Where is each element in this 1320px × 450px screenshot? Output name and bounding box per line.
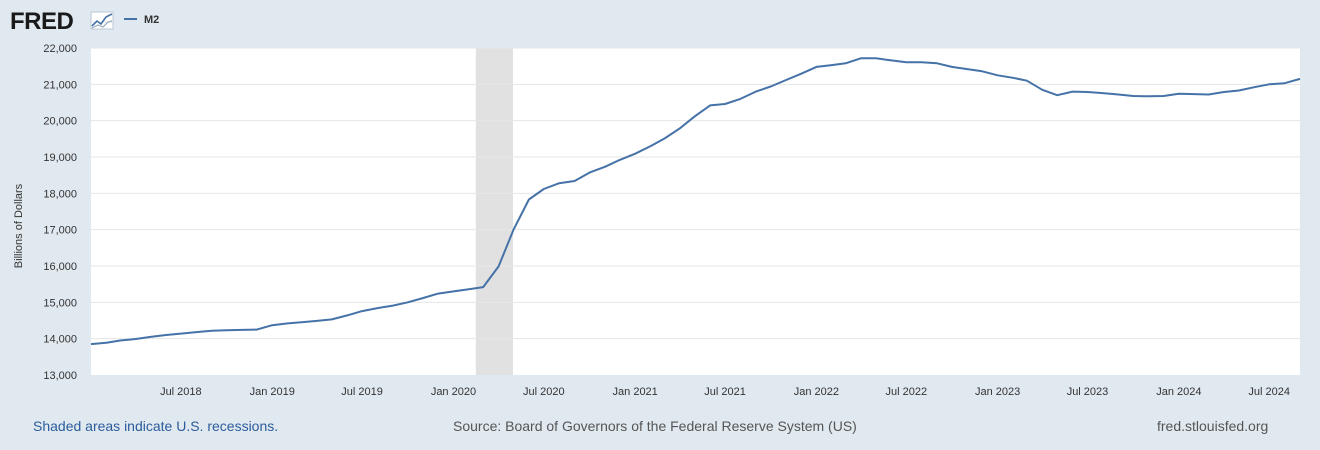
y-tick-label: 19,000 bbox=[43, 152, 77, 164]
legend-label: M2 bbox=[144, 14, 159, 26]
x-tick-label: Jan 2022 bbox=[794, 386, 839, 398]
chart-logo-icon bbox=[90, 11, 114, 30]
y-axis-title: Billions of Dollars bbox=[13, 183, 25, 268]
series-layer bbox=[90, 57, 1301, 346]
x-tick-label: Jan 2023 bbox=[975, 386, 1020, 398]
x-tick-label: Jan 2019 bbox=[250, 386, 295, 398]
x-tick-label: Jan 2024 bbox=[1156, 386, 1201, 398]
series-line-m2[interactable] bbox=[90, 57, 1301, 346]
x-tick-label: Jan 2020 bbox=[431, 386, 476, 398]
source-text: Source: Board of Governors of the Federa… bbox=[453, 418, 857, 434]
y-tick-label: 17,000 bbox=[43, 225, 77, 237]
x-tick-label: Jul 2019 bbox=[341, 386, 383, 398]
y-tick-label: 16,000 bbox=[43, 261, 77, 273]
y-tick-label: 20,000 bbox=[43, 116, 77, 128]
gridlines bbox=[91, 47, 1300, 340]
y-tick-label: 13,000 bbox=[43, 370, 77, 382]
y-tick-label: 18,000 bbox=[43, 188, 77, 200]
x-tick-label: Jul 2022 bbox=[885, 386, 927, 398]
x-tick-label: Jul 2021 bbox=[704, 386, 746, 398]
recession-note: Shaded areas indicate U.S. recessions. bbox=[33, 418, 279, 434]
chart: FRED M2 13,000 14,000 15,000 16,000 17,000 18… bbox=[10, 8, 1301, 398]
x-axis-ticks: Jul 2018 Jan 2019 Jul 2019 Jan 2020 Jul 2020… bbox=[160, 386, 1290, 398]
y-axis-ticks: 13,000 14,000 15,000 16,000 17,000 18,000 19,0… bbox=[43, 43, 77, 382]
site-url[interactable]: fred.stlouisfed.org bbox=[1157, 418, 1269, 434]
x-tick-label: Jul 2020 bbox=[523, 386, 565, 398]
y-tick-label: 21,000 bbox=[43, 79, 77, 91]
plot-area bbox=[91, 48, 1300, 375]
x-tick-label: Jul 2024 bbox=[1248, 386, 1290, 398]
recession-band bbox=[475, 48, 514, 375]
fred-logo[interactable]: FRED bbox=[10, 8, 114, 35]
x-tick-label: Jul 2023 bbox=[1067, 386, 1109, 398]
legend[interactable]: M2 bbox=[124, 14, 159, 26]
fred-logo-text: FRED bbox=[10, 8, 74, 35]
y-tick-label: 15,000 bbox=[43, 297, 77, 309]
x-tick-label: Jul 2018 bbox=[160, 386, 202, 398]
x-tick-label: Jan 2021 bbox=[613, 386, 658, 398]
y-tick-label: 14,000 bbox=[43, 334, 77, 346]
y-tick-label: 22,000 bbox=[43, 43, 77, 55]
recession-shading bbox=[475, 48, 514, 375]
